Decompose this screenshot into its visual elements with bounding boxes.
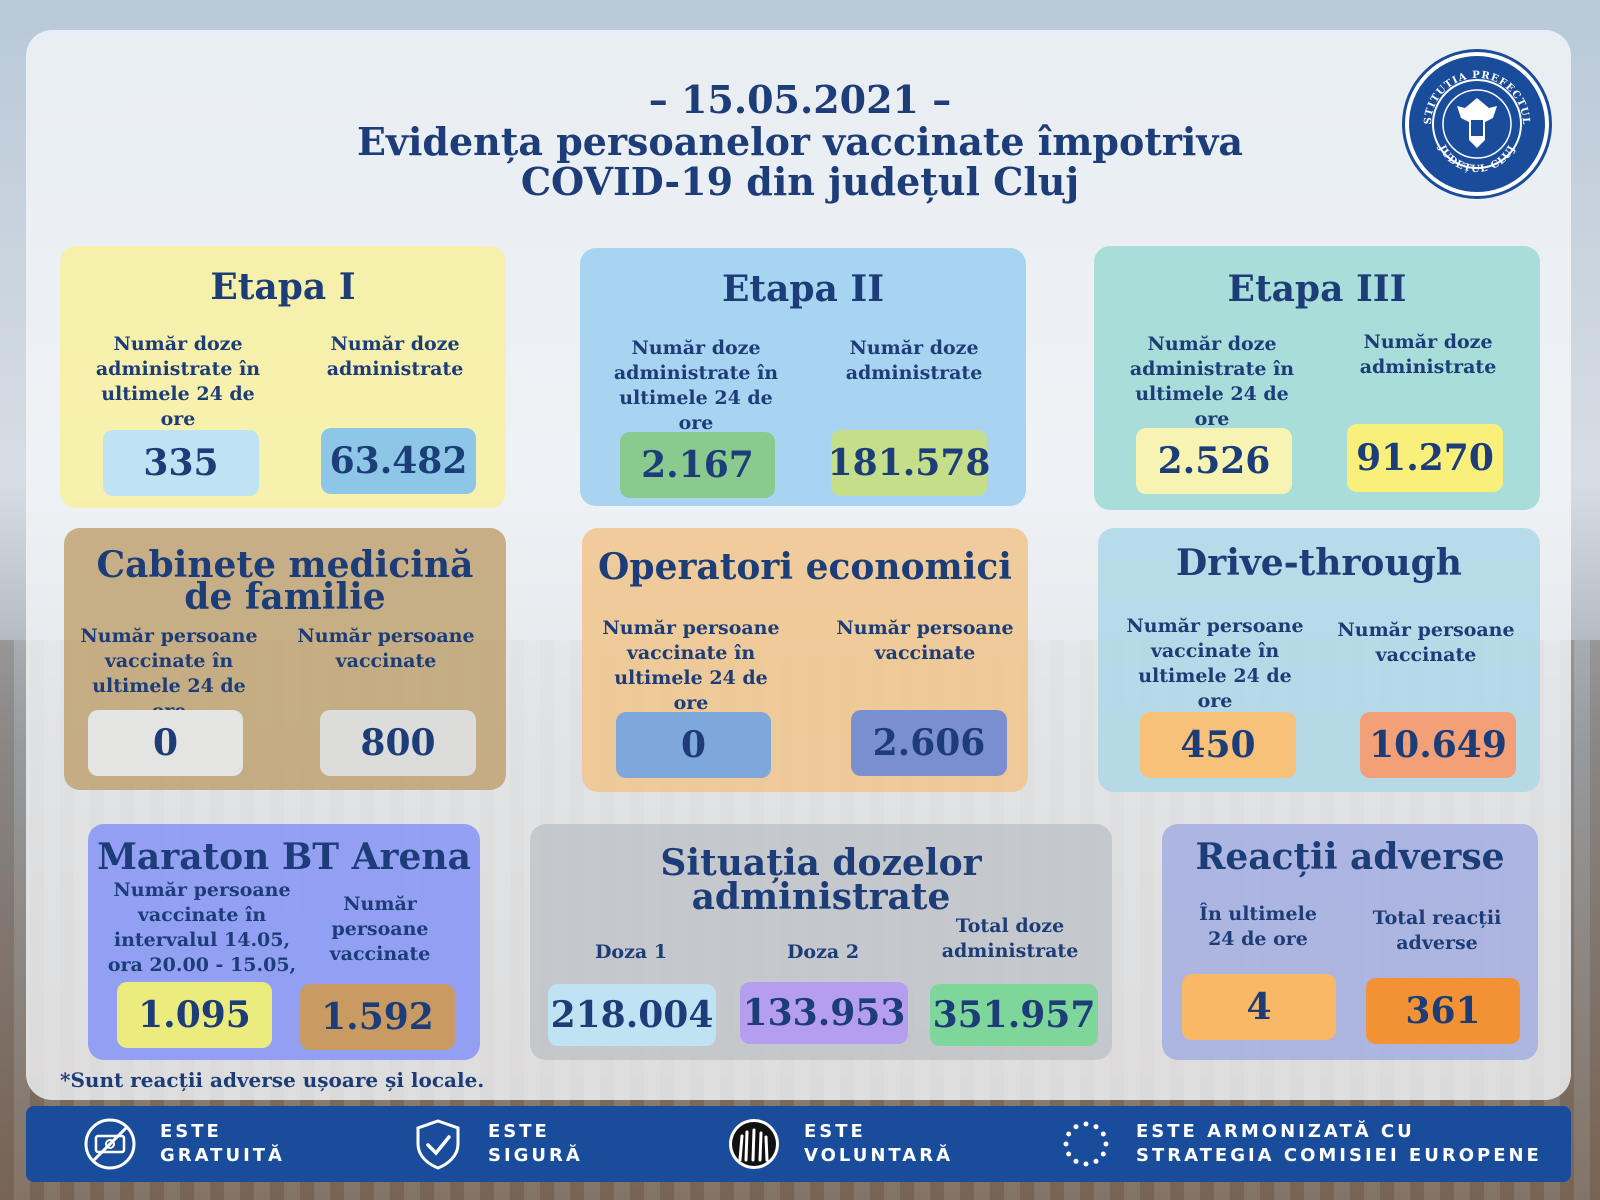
- footer-item-free: ESTE GRATUITĂ: [82, 1106, 310, 1182]
- reactii-title: Reacții adverse: [1195, 836, 1505, 878]
- etapa-2-card: Etapa II Număr doze administrate în ulti…: [580, 248, 1026, 506]
- cabinete-title-line1: Cabinete medicină: [96, 544, 474, 586]
- etapa-2-label-total: Număr doze administrate: [845, 337, 983, 384]
- maraton-title: Maraton BT Arena: [97, 836, 471, 878]
- etapa-1-value-24h: 335: [103, 430, 259, 496]
- reactii-card: Reacții adverse În ultimele 24 de ore To…: [1162, 824, 1538, 1060]
- footer-item-safe: ESTE SIGURĂ: [410, 1106, 608, 1182]
- cabinete-label-24h: Număr persoane vaccinate în ultimele 24 …: [80, 625, 258, 722]
- etapa-1-label-total: Număr doze administrate: [326, 333, 464, 380]
- cabinete-value-total: 800: [320, 710, 476, 776]
- eu-stars-icon: [1063, 1121, 1109, 1167]
- etapa-3-label-total: Număr doze administrate: [1359, 331, 1497, 378]
- etapa-3-title: Etapa III: [1227, 268, 1407, 310]
- situatia-card: Situația dozelor administrate Doza 1 Doz…: [530, 824, 1112, 1060]
- maraton-card: Maraton BT Arena Număr persoane vaccinat…: [88, 824, 480, 1060]
- prefecture-seal-logo: INSTITUȚIA PREFECTULUI JUDEȚUL CLUJ: [1405, 52, 1549, 196]
- etapa-2-value-total: 181.578: [828, 430, 990, 496]
- etapa-3-value-total: 91.270: [1347, 424, 1503, 492]
- operatori-card: Operatori economici Număr persoane vacci…: [582, 528, 1028, 792]
- operatori-title: Operatori economici: [598, 546, 1012, 588]
- drive-through-title: Drive-through: [1176, 542, 1462, 584]
- reactii-label-24h: În ultimele 24 de ore: [1199, 903, 1317, 950]
- situatia-value-total: 351.957: [930, 984, 1098, 1046]
- drive-through-value-total: 10.649: [1360, 712, 1516, 778]
- situatia-value-doza2: 133.953: [740, 982, 908, 1044]
- situatia-label-total: Total doze administrate: [941, 915, 1079, 962]
- situatia-title: Situația dozelor administrate: [660, 842, 982, 918]
- etapa-3-card: Etapa III Număr doze administrate în ult…: [1094, 246, 1540, 510]
- report-date: – 15.05.2021 –: [648, 77, 952, 122]
- page-title-line2: COVID-19 din județul Cluj: [520, 159, 1080, 204]
- situatia-label-doza2: Doza 2: [786, 941, 860, 963]
- drive-through-value-24h: 450: [1140, 712, 1296, 778]
- shield-check-icon: [416, 1119, 460, 1170]
- etapa-1-label-24h: Număr doze administrate în ultimele 24 d…: [95, 333, 261, 430]
- operatori-value-24h: 0: [616, 712, 771, 778]
- etapa-3-label-24h: Număr doze administrate în ultimele 24 d…: [1129, 333, 1295, 430]
- reactii-label-total: Total reacții adverse: [1372, 907, 1502, 954]
- etapa-1-value-total: 63.482: [321, 428, 476, 494]
- etapa-1-card: Etapa I Număr doze administrate în ultim…: [60, 246, 506, 508]
- situatia-label-doza1: Doza 1: [594, 941, 668, 963]
- etapa-1-title: Etapa I: [210, 266, 356, 308]
- maraton-label-total: Număr persoane vaccinate: [329, 893, 431, 965]
- operatori-label-total: Număr persoane vaccinate: [836, 617, 1014, 664]
- adverse-reactions-note: *Sunt reacții adverse ușoare și locale.: [60, 1068, 485, 1092]
- maraton-value-total: 1.592: [300, 984, 455, 1050]
- maraton-value-interval: 1.095: [117, 982, 272, 1048]
- etapa-2-value-24h: 2.167: [620, 432, 775, 498]
- footer-text-free: ESTE GRATUITĂ: [160, 1121, 285, 1166]
- drive-through-card: Drive-through Număr persoane vaccinate î…: [1098, 528, 1540, 792]
- reactii-value-24h: 4: [1182, 974, 1336, 1040]
- cabinete-card: Cabinete medicină de familie Număr perso…: [64, 528, 506, 790]
- footer-banner: ESTE GRATUITĂ ESTE SIGURĂ ESTE VOLUNTARĂ…: [26, 1106, 1571, 1182]
- operatori-value-total: 2.606: [851, 710, 1007, 776]
- drive-through-label-24h: Număr persoane vaccinate în ultimele 24 …: [1126, 615, 1304, 712]
- situatia-value-doza1: 218.004: [548, 984, 716, 1046]
- page-header: – 15.05.2021 – Evidența persoanelor vacc…: [0, 78, 1600, 202]
- etapa-3-value-24h: 2.526: [1136, 428, 1292, 494]
- drive-through-label-total: Număr persoane vaccinate: [1337, 619, 1515, 666]
- cabinete-value-24h: 0: [88, 710, 243, 776]
- footer-text-voluntary: ESTE VOLUNTARĂ: [804, 1121, 954, 1166]
- footer-text-safe: ESTE SIGURĂ: [488, 1121, 583, 1166]
- no-money-icon: [84, 1118, 136, 1170]
- cabinete-title-line2: de familie: [184, 576, 386, 618]
- reactii-value-total: 361: [1366, 978, 1520, 1044]
- cabinete-label-total: Număr persoane vaccinate: [297, 625, 475, 672]
- operatori-label-24h: Număr persoane vaccinate în ultimele 24 …: [602, 617, 780, 714]
- page-title-line1: Evidența persoanelor vaccinate împotriva: [356, 119, 1244, 164]
- footer-item-voluntary: ESTE VOLUNTARĂ: [726, 1106, 984, 1182]
- raised-hands-icon: [729, 1119, 779, 1169]
- etapa-2-label-24h: Număr doze administrate în ultimele 24 d…: [613, 337, 779, 434]
- etapa-2-title: Etapa II: [721, 268, 885, 310]
- footer-text-eu: ESTE ARMONIZATĂ CU STRATEGIA COMISIEI EU…: [1136, 1121, 1542, 1166]
- footer-item-eu: ESTE ARMONIZATĂ CU STRATEGIA COMISIEI EU…: [1058, 1106, 1556, 1182]
